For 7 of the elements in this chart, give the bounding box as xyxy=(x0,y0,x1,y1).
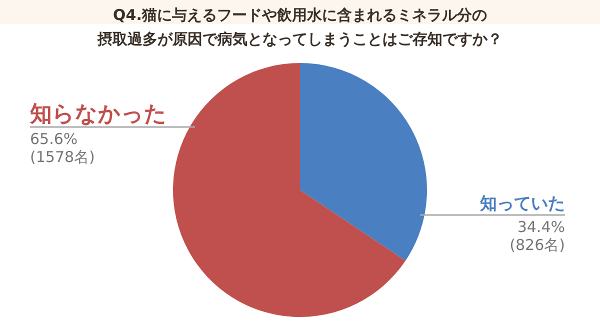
slice-label: 知らなかった xyxy=(29,102,167,127)
slice-label: 知っていた xyxy=(479,194,565,214)
pie-slice xyxy=(300,63,427,261)
data-label: 65.6% (1578名) xyxy=(30,130,95,166)
data-label: 34.4% (826名) xyxy=(510,218,565,254)
pie-slice xyxy=(173,63,406,317)
chart-title: Q4.猫に与えるフードや飲用水に含まれるミネラル分の摂取過多が原因で病気となってしまうことはご存知ですか？ xyxy=(96,6,502,48)
